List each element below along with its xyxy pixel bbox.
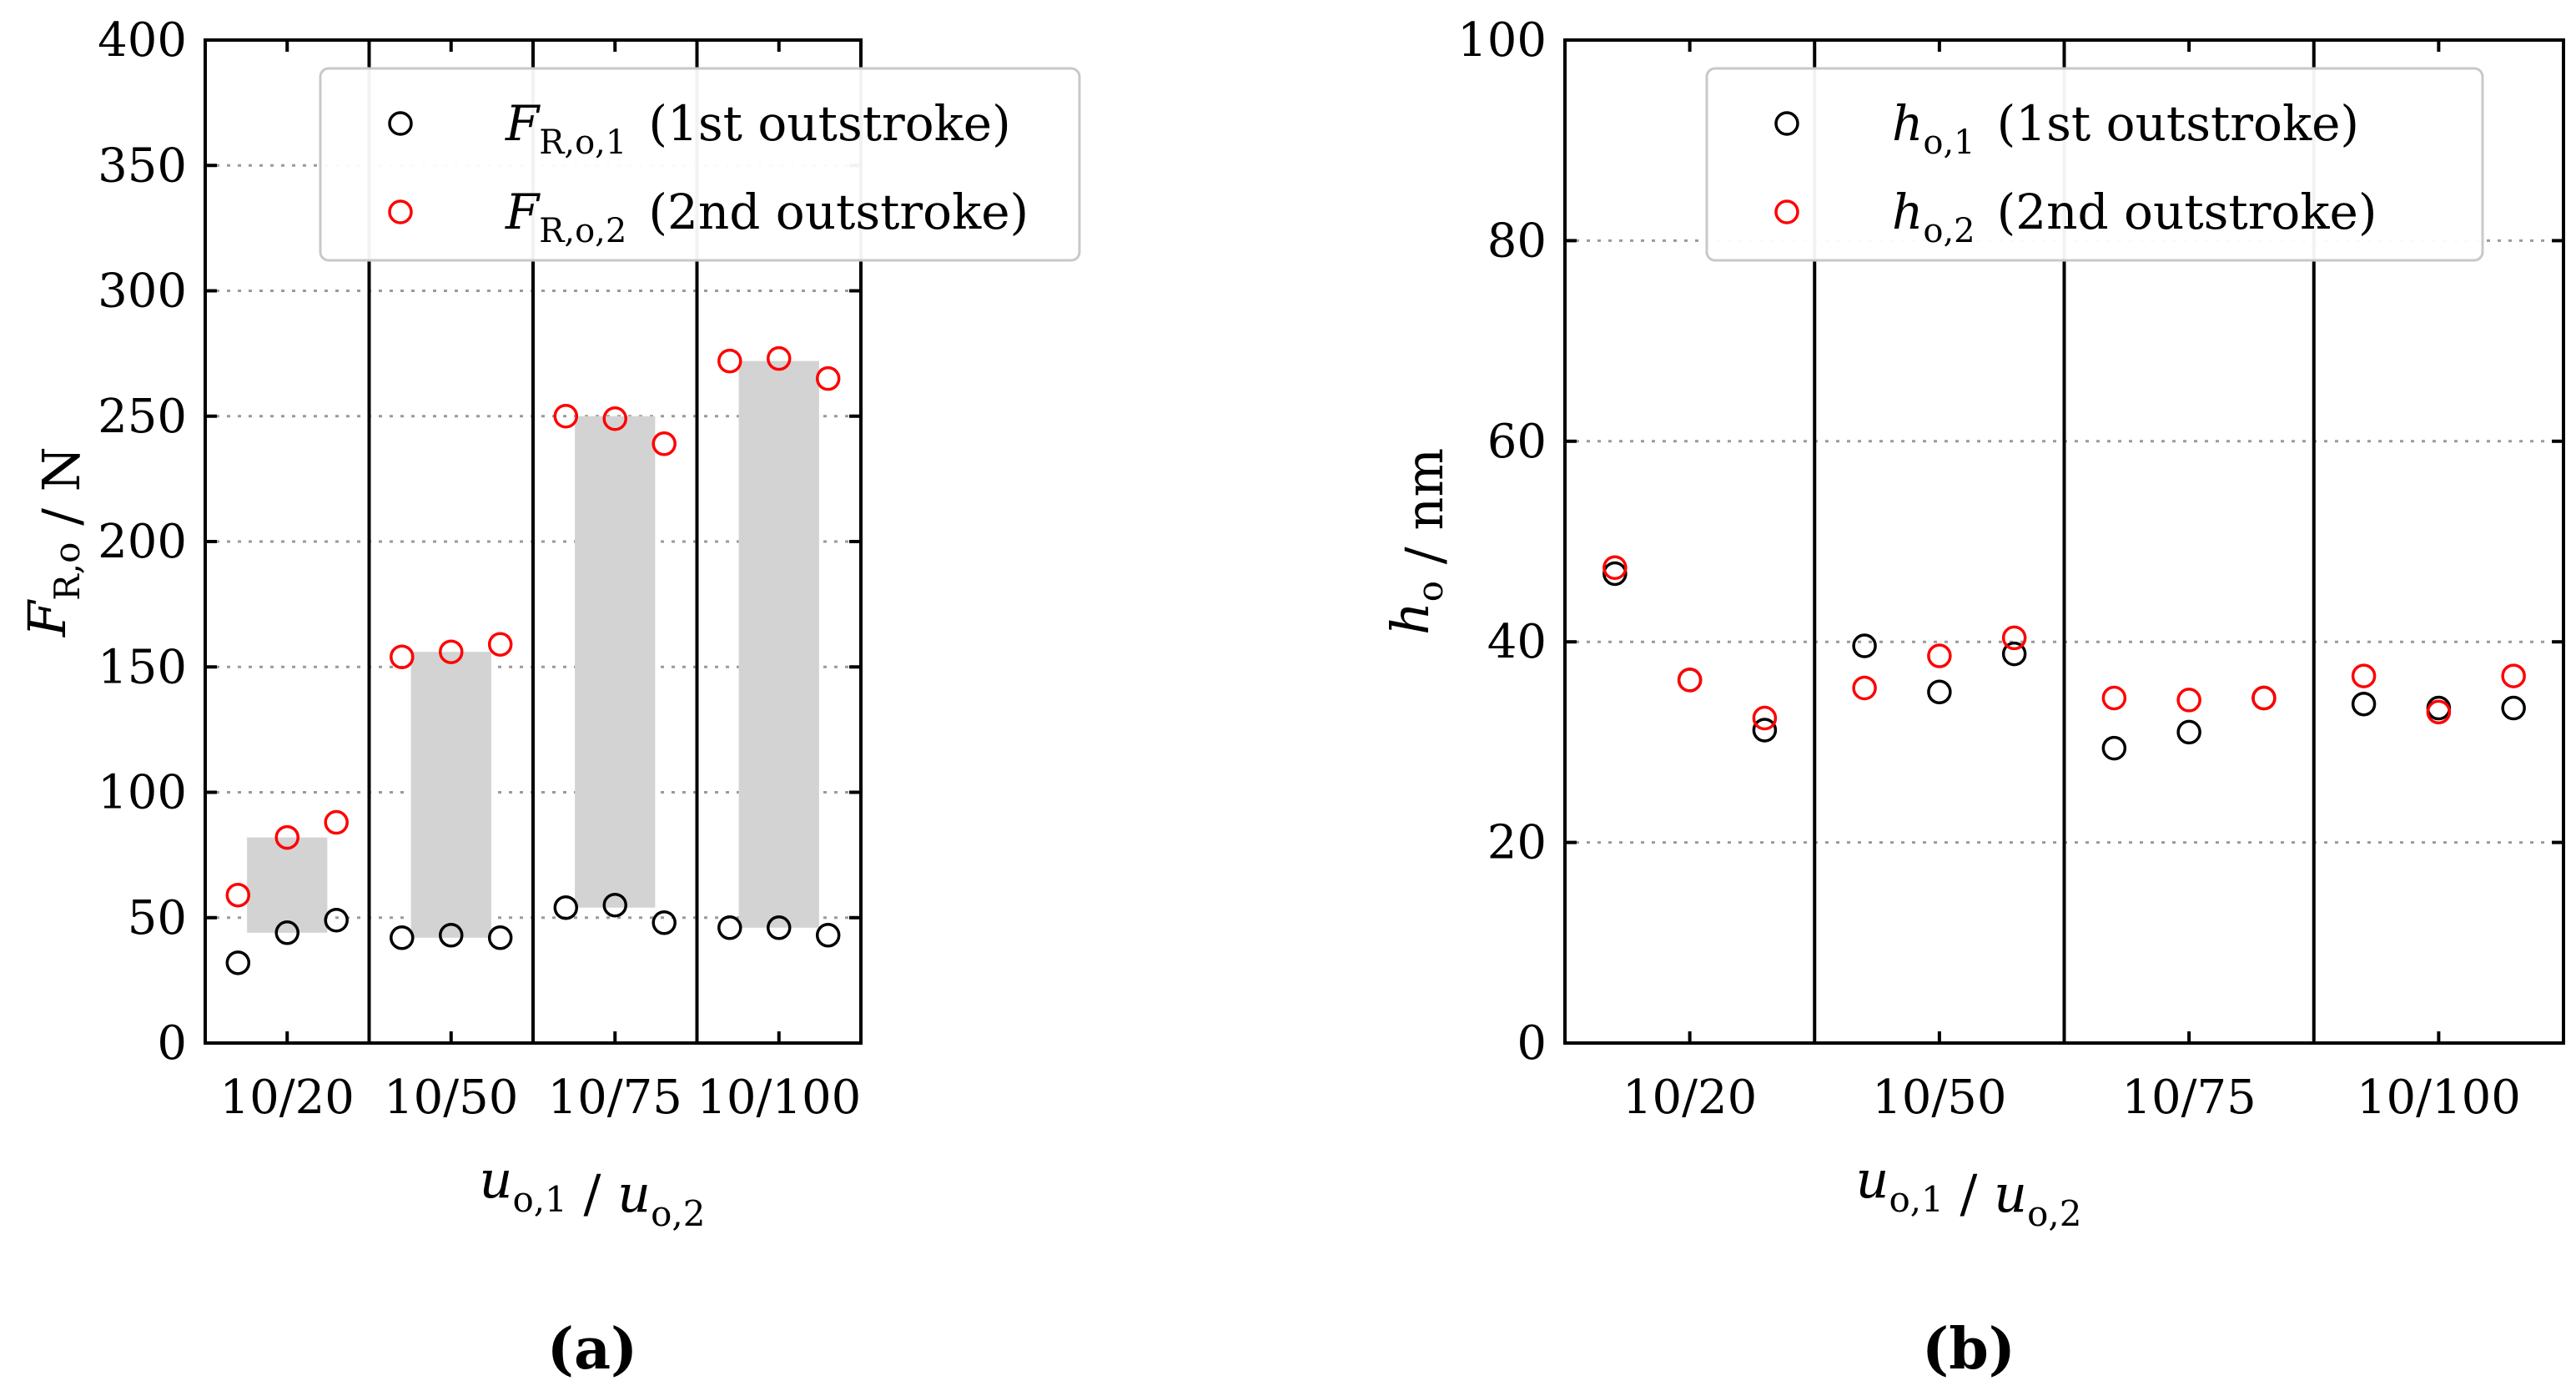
point-1st-outstroke: [767, 915, 792, 940]
x-axis-label: uo,1 / uo,2: [1856, 1149, 2082, 1234]
legend-entry: ho,2 (2nd outstroke): [1892, 184, 2377, 250]
point-1st-outstroke: [2101, 735, 2127, 761]
point-2nd-outstroke: [439, 639, 464, 664]
point-2nd-outstroke: [652, 431, 677, 456]
y-tick-label: 250: [98, 390, 187, 444]
range-bar: [247, 837, 328, 933]
y-tick-label: 100: [1457, 13, 1547, 68]
y-tick-label: 200: [98, 515, 187, 569]
point-1st-outstroke: [602, 892, 627, 918]
point-2nd-outstroke: [324, 809, 349, 835]
point-1st-outstroke: [1927, 679, 1952, 705]
range-bar: [575, 416, 656, 908]
legend-entry: FR,o,2 (2nd outstroke): [505, 184, 1029, 250]
point-1st-outstroke: [717, 915, 742, 940]
point-2nd-outstroke: [2251, 685, 2277, 711]
plot-frame: [1563, 38, 2565, 1045]
legend-box: [319, 67, 1081, 262]
point-2nd-outstroke: [1752, 705, 1778, 731]
point-2nd-outstroke: [1677, 668, 1703, 693]
point-2nd-outstroke: [717, 348, 742, 374]
point-2nd-outstroke: [1602, 555, 1628, 581]
x-tick-label: 10/100: [2357, 1071, 2521, 1125]
point-1st-outstroke: [1852, 633, 1877, 658]
point-2nd-outstroke: [390, 644, 415, 669]
point-2nd-outstroke: [1852, 675, 1877, 701]
y-tick-label: 150: [98, 640, 187, 694]
x-tick-label: 10/50: [384, 1071, 518, 1125]
point-2nd-outstroke: [2351, 663, 2377, 688]
y-axis-label: FR,o / N: [17, 446, 92, 638]
y-tick-label: 60: [1487, 415, 1547, 469]
legend-marker: [388, 111, 413, 136]
point-1st-outstroke: [274, 920, 299, 945]
point-1st-outstroke: [390, 925, 415, 950]
y-tick-label: 100: [98, 766, 187, 820]
point-1st-outstroke: [439, 923, 464, 948]
point-2nd-outstroke: [2426, 699, 2452, 725]
point-2nd-outstroke: [225, 882, 251, 908]
point-2nd-outstroke: [2501, 663, 2526, 688]
point-2nd-outstroke: [274, 824, 299, 850]
point-1st-outstroke: [2001, 641, 2027, 667]
legend-box: [1705, 67, 2484, 262]
x-tick-label: 10/100: [697, 1071, 861, 1125]
x-axis-label: uo,1 / uo,2: [480, 1149, 706, 1234]
x-tick-label: 10/75: [2121, 1071, 2256, 1125]
range-bar: [738, 360, 819, 928]
point-1st-outstroke: [1602, 561, 1628, 587]
point-2nd-outstroke: [487, 632, 513, 657]
point-2nd-outstroke: [1927, 643, 1952, 668]
legend-marker: [388, 199, 413, 224]
x-tick-label: 10/20: [220, 1071, 355, 1125]
y-tick-label: 0: [157, 1016, 187, 1071]
point-1st-outstroke: [225, 950, 251, 975]
point-1st-outstroke: [2501, 695, 2526, 721]
point-2nd-outstroke: [815, 365, 841, 391]
point-2nd-outstroke: [2101, 685, 2127, 711]
y-tick-label: 0: [1517, 1016, 1547, 1071]
legend-entry: ho,1 (1st outstroke): [1892, 95, 2359, 162]
point-2nd-outstroke: [767, 345, 792, 371]
panel-label-b: (b): [1922, 1316, 2015, 1383]
point-1st-outstroke: [652, 910, 677, 935]
y-tick-label: 20: [1487, 816, 1547, 870]
y-tick-label: 80: [1487, 214, 1547, 268]
chart-panel-a: 0 50 100 150 200 250 300 350 400 10/20 10/50 10/75 1…: [17, 13, 1081, 1383]
chart-panel-b: 0 20 40 60 80 100 10/20 10/50 10/75 10/100 ho,1 (1s…: [1380, 13, 2565, 1383]
legend-entry: FR,o,1 (1st outstroke): [505, 95, 1011, 162]
y-tick-label: 400: [98, 13, 187, 68]
legend-marker: [1774, 199, 1799, 224]
point-1st-outstroke: [815, 923, 841, 948]
point-1st-outstroke: [1752, 718, 1778, 743]
panel-label-a: (a): [547, 1316, 637, 1383]
point-2nd-outstroke: [602, 406, 627, 431]
legend-marker: [1774, 111, 1799, 136]
point-1st-outstroke: [553, 895, 579, 920]
point-1st-outstroke: [487, 925, 513, 950]
point-2nd-outstroke: [2176, 688, 2201, 713]
x-tick-label: 10/50: [1872, 1071, 2006, 1125]
y-tick-label: 50: [128, 891, 187, 945]
point-1st-outstroke: [2351, 691, 2377, 717]
y-tick-label: 350: [98, 139, 187, 193]
y-tick-label: 40: [1487, 615, 1547, 669]
point-1st-outstroke: [2176, 719, 2201, 745]
point-2nd-outstroke: [553, 404, 579, 429]
x-tick-label: 10/75: [548, 1071, 682, 1125]
y-axis-label: ho / nm: [1380, 448, 1455, 635]
x-tick-label: 10/20: [1623, 1071, 1757, 1125]
point-1st-outstroke: [324, 908, 349, 933]
y-tick-label: 300: [98, 265, 187, 319]
point-2nd-outstroke: [2001, 625, 2027, 651]
range-bar: [410, 652, 491, 938]
